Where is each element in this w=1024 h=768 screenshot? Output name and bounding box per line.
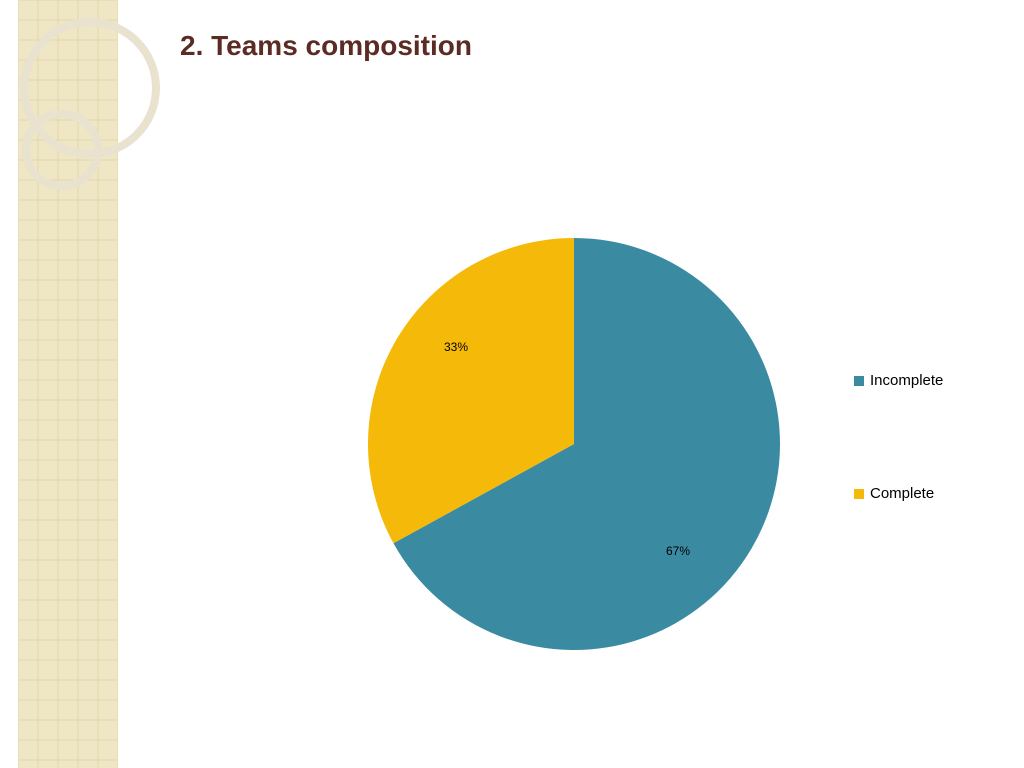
legend-item-complete: Complete [854, 485, 943, 502]
legend-item-incomplete: Incomplete [854, 372, 943, 389]
pie-data-label-complete: 33% [444, 340, 468, 354]
slide-title: 2. Teams composition [180, 30, 472, 62]
pie-chart [366, 236, 782, 657]
legend-label: Complete [870, 485, 934, 502]
legend-label: Incomplete [870, 372, 943, 389]
legend: Incomplete Complete [854, 372, 943, 502]
pie-svg [366, 236, 782, 652]
legend-swatch-icon [854, 489, 864, 499]
ring-decoration [0, 0, 180, 260]
pie-data-label-incomplete: 67% [666, 544, 690, 558]
decorative-sidebar [0, 0, 118, 768]
legend-swatch-icon [854, 376, 864, 386]
